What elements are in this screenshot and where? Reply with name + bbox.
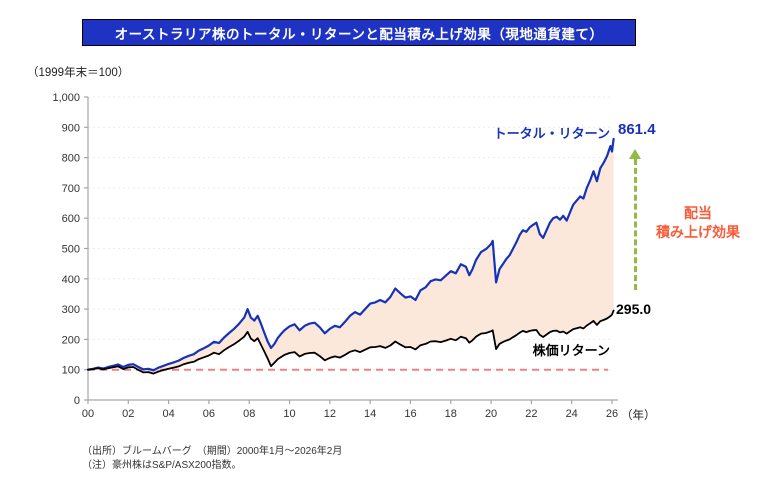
dividend-effect-area bbox=[88, 139, 614, 374]
y-tick-label: 500 bbox=[62, 244, 80, 256]
y-tick-label: 900 bbox=[62, 122, 80, 134]
dividend-effect-line1: 配当 bbox=[684, 205, 712, 221]
y-tick-label: 1,000 bbox=[52, 92, 80, 104]
dividend-effect-line2: 積み上げ効果 bbox=[656, 223, 740, 240]
x-tick-label: 08 bbox=[243, 408, 255, 420]
y-tick-label: 100 bbox=[62, 365, 80, 377]
y-tick-label: 300 bbox=[62, 304, 80, 316]
y-tick-label: 600 bbox=[62, 213, 80, 225]
x-axis-unit-label: （年） bbox=[621, 410, 656, 422]
chart-title: オーストラリア株のトータル・リターンと配当積み上げ効果（現地通貨建て） bbox=[114, 26, 604, 42]
price-return-end-value: 295.0 bbox=[616, 301, 652, 317]
x-tick-label: 18 bbox=[445, 408, 457, 420]
x-tick-label: 24 bbox=[566, 408, 578, 420]
dividend-effect-arrowhead-icon bbox=[629, 149, 641, 159]
total-return-line bbox=[86, 137, 615, 372]
total-return-series-label: トータル・リターン bbox=[493, 126, 610, 141]
total-return-end-value: 861.4 bbox=[618, 121, 656, 138]
y-tick-label: 800 bbox=[62, 153, 80, 165]
price-return-line bbox=[87, 309, 615, 375]
x-tick-label: 14 bbox=[364, 408, 376, 420]
x-tick-label: 04 bbox=[162, 408, 174, 420]
index-base-note: （1999年末＝100） bbox=[27, 67, 130, 79]
x-tick-label: 02 bbox=[122, 408, 134, 420]
x-tick-label: 16 bbox=[404, 408, 416, 420]
chart-title-banner: オーストラリア株のトータル・リターンと配当積み上げ効果（現地通貨建て） bbox=[82, 19, 636, 46]
y-tick-label: 700 bbox=[62, 183, 80, 195]
x-tick-label: 00 bbox=[82, 408, 94, 420]
dividend-effect-label: 配当 積み上げ効果 bbox=[648, 204, 748, 242]
footnotes: （出所）ブルームバーグ （期間）2000年1月～2026年2月 （注）豪州株はS… bbox=[82, 445, 342, 472]
x-tick-label: 10 bbox=[283, 408, 295, 420]
x-tick-label: 12 bbox=[324, 408, 336, 420]
index-note: （注）豪州株はS&P/ASX200指数。 bbox=[82, 459, 242, 471]
x-tick-label: 20 bbox=[485, 408, 497, 420]
price-return-series-label: 株価リターン bbox=[532, 343, 610, 358]
x-tick-label: 22 bbox=[525, 408, 537, 420]
x-tick-label: 26 bbox=[606, 408, 618, 420]
source-note: （出所）ブルームバーグ （期間）2000年1月～2026年2月 bbox=[82, 446, 343, 457]
y-tick-label: 200 bbox=[62, 334, 80, 346]
y-tick-label: 400 bbox=[62, 274, 80, 286]
line-chart: 0 100 200 300 400 500 600 700 800 900 1,000 00 02 04 0… bbox=[52, 92, 618, 420]
y-tick-label: 0 bbox=[74, 395, 80, 407]
dividend-effect-arrow bbox=[634, 159, 637, 290]
x-tick-label: 06 bbox=[203, 408, 215, 420]
